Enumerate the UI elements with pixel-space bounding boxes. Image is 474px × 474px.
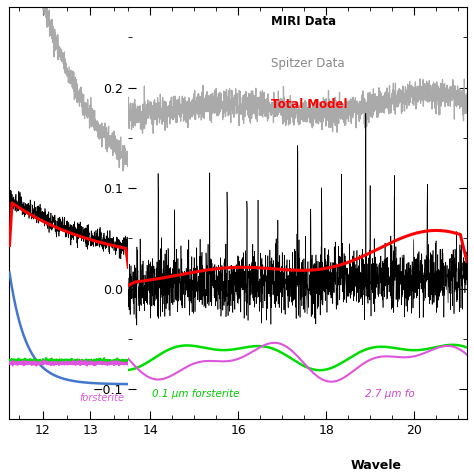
Text: Spitzer Data: Spitzer Data (271, 56, 344, 70)
Text: Wavele: Wavele (351, 459, 402, 472)
Text: MIRI Data: MIRI Data (271, 15, 336, 28)
Text: 0.1 μm forsterite: 0.1 μm forsterite (152, 389, 239, 399)
Text: Total Model: Total Model (271, 98, 347, 111)
Text: 2.7 μm fo: 2.7 μm fo (365, 389, 415, 399)
Text: forsterite: forsterite (80, 393, 125, 403)
